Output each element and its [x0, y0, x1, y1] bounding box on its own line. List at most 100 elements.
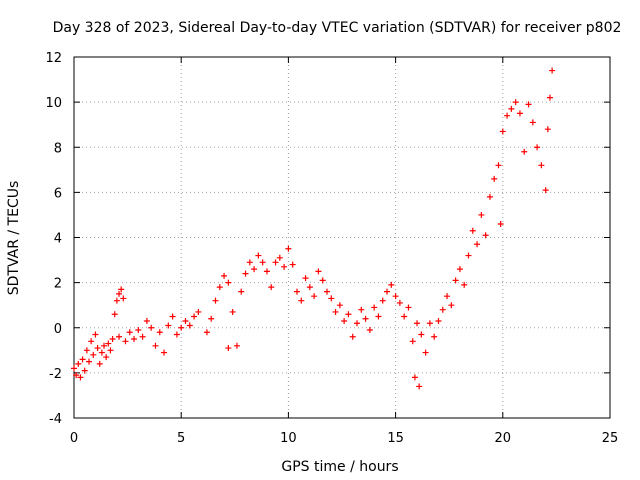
data-point [120, 295, 127, 302]
x-tick-label: 5 [177, 431, 185, 446]
data-point [319, 277, 326, 284]
data-point [216, 284, 223, 291]
data-point [148, 324, 155, 331]
data-point [225, 279, 232, 286]
x-tick-label: 10 [280, 431, 297, 446]
data-point [116, 333, 123, 340]
x-axis-label: GPS time / hours [281, 459, 398, 475]
y-tick-label: 10 [45, 96, 62, 111]
data-point [549, 67, 556, 74]
y-tick-label: 12 [45, 51, 62, 66]
data-point [246, 259, 253, 266]
data-point [521, 148, 528, 155]
data-point [126, 329, 133, 336]
data-point [83, 347, 90, 354]
data-point [435, 317, 442, 324]
data-point [439, 306, 446, 313]
data-point [538, 162, 545, 169]
data-point [186, 322, 193, 329]
data-point [525, 101, 532, 108]
data-point [456, 266, 463, 273]
data-point [81, 367, 88, 374]
data-point [86, 358, 93, 365]
data-point [534, 144, 541, 151]
y-tick-label: 4 [54, 232, 62, 247]
x-tick-label: 0 [70, 431, 78, 446]
data-point [497, 220, 504, 227]
data-point [379, 297, 386, 304]
data-point [486, 193, 493, 200]
y-axis-label: SDTVAR / TECUs [6, 181, 22, 296]
data-point [452, 277, 459, 284]
data-point [366, 327, 373, 334]
data-point [107, 347, 114, 354]
data-point [416, 383, 423, 390]
data-point [469, 227, 476, 234]
data-point [90, 351, 97, 358]
data-point [504, 112, 511, 119]
data-point [263, 268, 270, 275]
data-point [349, 333, 356, 340]
data-point [289, 261, 296, 268]
data-point [143, 317, 150, 324]
data-point [272, 259, 279, 266]
y-tick-label: 6 [54, 186, 62, 201]
data-point [238, 288, 245, 295]
data-point [418, 331, 425, 338]
data-point [546, 94, 553, 101]
data-point [285, 245, 292, 252]
data-point [474, 241, 481, 248]
x-tick-label: 20 [495, 431, 512, 446]
y-tick-label: -4 [49, 412, 62, 427]
data-point [298, 297, 305, 304]
data-point [478, 211, 485, 218]
data-point [409, 338, 416, 345]
data-point [448, 302, 455, 309]
x-tick-label: 25 [602, 431, 619, 446]
data-point [495, 162, 502, 169]
data-point [182, 317, 189, 324]
data-point [392, 293, 399, 300]
data-point [169, 313, 176, 320]
data-point [178, 324, 185, 331]
data-point [79, 356, 86, 363]
data-point [191, 313, 198, 320]
data-point [229, 308, 236, 315]
data-point [161, 349, 168, 356]
data-point [411, 374, 418, 381]
data-point [491, 175, 498, 182]
data-point [139, 333, 146, 340]
data-point [328, 295, 335, 302]
data-point [73, 372, 80, 379]
data-point [88, 338, 95, 345]
grid-lines [74, 57, 610, 418]
y-tick-label: 0 [54, 322, 62, 337]
data-point [101, 342, 108, 349]
data-point [109, 336, 116, 343]
data-points [71, 67, 556, 390]
data-point [98, 349, 105, 356]
axis-ticks: 0 5 10 15 20 25 -4 -2 0 2 4 6 8 10 12 [45, 51, 618, 446]
data-point [512, 99, 519, 106]
data-point [323, 288, 330, 295]
data-point [122, 338, 129, 345]
data-point [384, 288, 391, 295]
data-point [276, 254, 283, 261]
data-point [516, 110, 523, 117]
data-point [465, 252, 472, 259]
data-point [444, 293, 451, 300]
data-point [544, 126, 551, 133]
data-point [268, 284, 275, 291]
data-point [293, 288, 300, 295]
data-point [203, 329, 210, 336]
data-point [311, 293, 318, 300]
data-point [426, 320, 433, 327]
data-point [431, 333, 438, 340]
data-point [259, 259, 266, 266]
data-point [135, 327, 142, 334]
data-point [336, 302, 343, 309]
data-point [358, 306, 365, 313]
data-point [94, 345, 101, 352]
